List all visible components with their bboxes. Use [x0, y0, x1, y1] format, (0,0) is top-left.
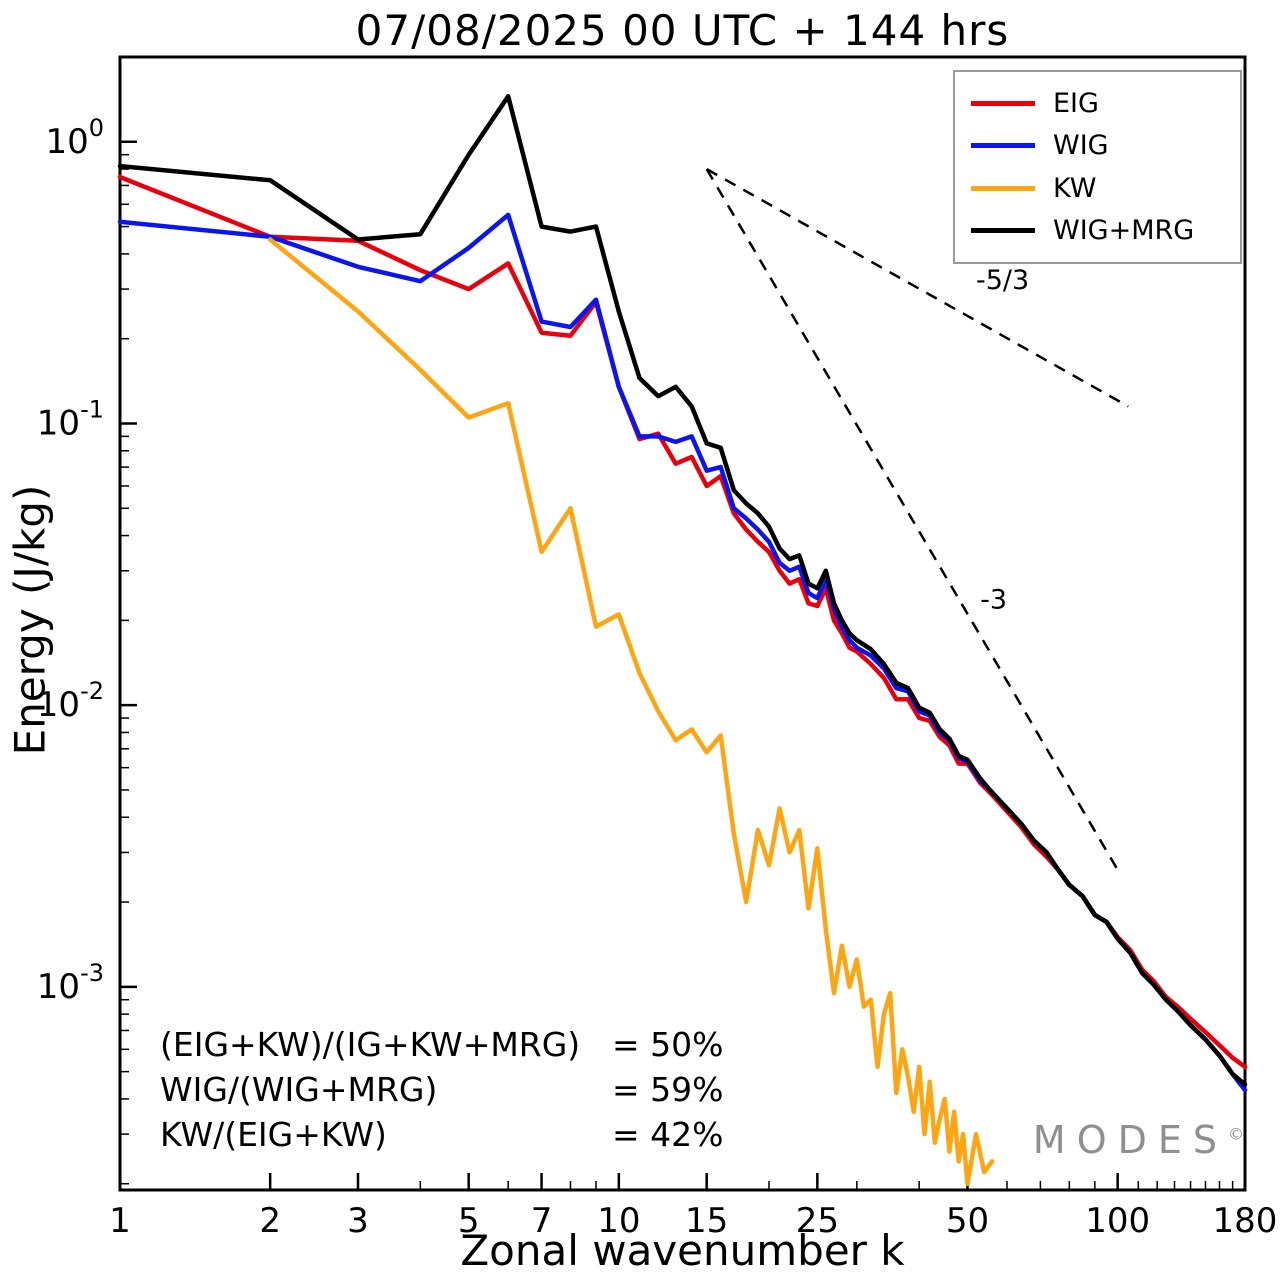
- y-tick-label: 100: [45, 114, 104, 162]
- y-tick-label: 10-3: [37, 959, 104, 1007]
- y-axis-label: Energy (J/kg): [5, 484, 55, 756]
- x-tick-label: 10: [597, 1201, 640, 1241]
- plot-frame: [118, 55, 1247, 1192]
- legend-line-swatch: [971, 227, 1035, 233]
- legend-line-swatch: [971, 143, 1035, 149]
- legend-line-swatch: [971, 185, 1035, 191]
- ratio-annotations: (EIG+KW)/(IG+KW+MRG) = 50% WIG/(WIG+MRG)…: [160, 1022, 724, 1157]
- x-tick-label: 7: [531, 1201, 553, 1241]
- legend-label: EIG: [1053, 88, 1099, 119]
- legend: EIG WIG KW WIG+MRG: [953, 70, 1242, 264]
- chart-title: 07/08/2025 00 UTC + 144 hrs: [355, 6, 1010, 55]
- legend-item-kw: KW: [971, 175, 1230, 202]
- series-WIG+MRG: [117, 94, 1248, 1087]
- ratio-expr: KW/(EIG+KW): [160, 1115, 387, 1154]
- ratio-row: KW/(EIG+KW) = 42%: [160, 1112, 724, 1157]
- copyright-symbol: ©: [1228, 1124, 1244, 1144]
- slope-label: -5/3: [976, 265, 1029, 296]
- series-KW: [267, 237, 995, 1186]
- x-tick-label: 5: [458, 1201, 480, 1241]
- legend-item-wig+mrg: WIG+MRG: [971, 217, 1230, 244]
- x-tick-label: 180: [1213, 1201, 1278, 1241]
- modes-watermark-text: MODES: [1032, 1118, 1228, 1162]
- series-EIG: [117, 174, 1248, 1070]
- legend-line-swatch: [971, 101, 1035, 106]
- legend-label: WIG+MRG: [1053, 214, 1195, 246]
- ratio-value: = 42%: [612, 1115, 724, 1154]
- x-tick-label: 1: [109, 1201, 131, 1241]
- legend-label: WIG: [1053, 130, 1109, 162]
- legend-item-wig: WIG: [971, 132, 1230, 159]
- x-tick-label: 50: [946, 1201, 989, 1241]
- legend-item-eig: EIG: [971, 90, 1230, 117]
- x-axis-label: Zonal wavenumber k: [460, 1226, 905, 1275]
- ratio-expr: WIG/(WIG+MRG): [160, 1070, 438, 1109]
- ratio-expr: (EIG+KW)/(IG+KW+MRG): [160, 1025, 581, 1064]
- ratio-row: WIG/(WIG+MRG) = 59%: [160, 1067, 724, 1112]
- modes-watermark: MODES©: [1033, 1118, 1244, 1162]
- reference-line: [706, 168, 1129, 408]
- x-tick-label: 3: [347, 1201, 369, 1241]
- ratio-row: (EIG+KW)/(IG+KW+MRG) = 50%: [160, 1022, 724, 1067]
- x-tick-label: 15: [685, 1201, 728, 1241]
- series-WIG: [117, 212, 1248, 1093]
- x-tick-label: 100: [1085, 1201, 1150, 1241]
- x-tick-label: 2: [259, 1201, 281, 1241]
- ratio-value: = 59%: [612, 1070, 724, 1109]
- y-tick-label: 10-1: [37, 395, 104, 443]
- legend-label: KW: [1053, 172, 1097, 204]
- x-tick-label: 25: [796, 1201, 839, 1241]
- ratio-value: = 50%: [612, 1025, 724, 1064]
- slope-label: -3: [980, 585, 1007, 616]
- reference-line: [705, 168, 1119, 871]
